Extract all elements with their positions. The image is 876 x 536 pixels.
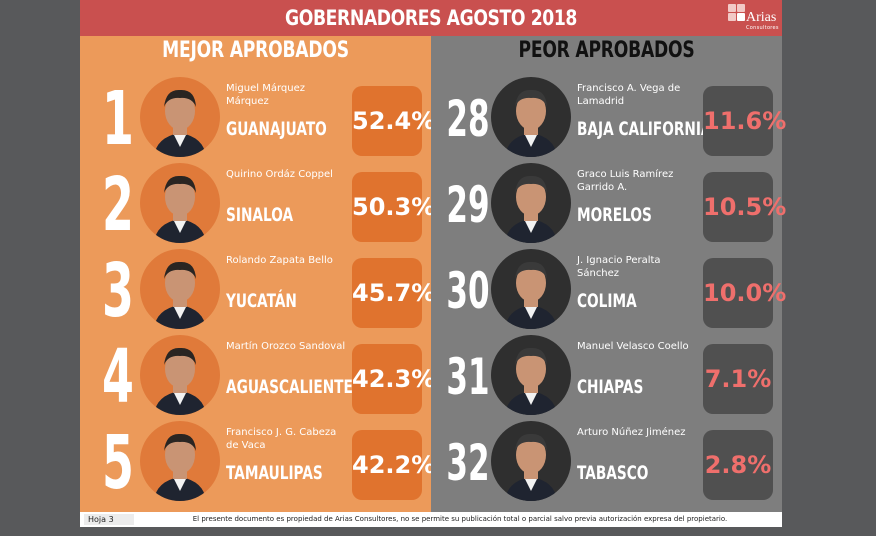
logo-subtext: Consultores <box>746 25 779 31</box>
governor-row: 30 J. Ignacio Peralta Sánchez COLIMA 10.0% <box>431 248 787 334</box>
worst-approved-panel: PEOR APROBADOS 28 Francisco A. Vega de La… <box>431 36 787 512</box>
rank-number: 32 <box>446 434 490 492</box>
governor-name: Miguel Márquez Márquez <box>226 83 305 107</box>
governor-photo <box>140 249 220 329</box>
rank-number: 28 <box>446 90 490 148</box>
portrait-photo <box>154 347 206 415</box>
governor-row: 1 Miguel Márquez Márquez GUANAJUATO 52.4% <box>80 76 436 162</box>
logo-text: Arias <box>746 10 777 25</box>
governor-row: 31 Manuel Velasco Coello CHIAPAS 7.1% <box>431 334 782 420</box>
governor-name: Francisco A. Vega de Lamadrid <box>577 83 681 107</box>
governor-row: 3 Rolando Zapata Bello YUCATÁN 45.7% <box>80 248 436 334</box>
governor-name: Martín Orozco Sandoval <box>226 341 346 352</box>
state-name: CHIAPAS <box>577 376 644 398</box>
governor-photo <box>140 77 220 157</box>
approval-percentage: 10.5% <box>703 193 787 221</box>
governor-photo <box>491 335 571 415</box>
governor-row: 28 Francisco A. Vega de Lamadrid BAJA CALI… <box>431 76 787 162</box>
state-name: SINALOA <box>226 204 294 226</box>
governor-row: 4 Martín Orozco Sandoval AGUASCALIENTES 42.… <box>80 334 436 420</box>
governor-name: Manuel Velasco Coello <box>577 341 689 352</box>
portrait-photo <box>154 175 206 243</box>
portrait-photo <box>505 433 557 501</box>
rank-number: 2 <box>102 162 134 248</box>
portrait-photo <box>505 347 557 415</box>
portrait-photo <box>505 175 557 243</box>
governor-row: 2 Quirino Ordáz Coppel SINALOA 50.3% <box>80 162 436 248</box>
state-name: COLIMA <box>577 290 637 312</box>
company-logo: Arias Consultores <box>728 4 779 32</box>
approval-box: 45.7% <box>352 258 436 328</box>
approval-percentage: 11.6% <box>703 107 787 135</box>
approval-percentage: 2.8% <box>704 451 772 479</box>
approval-percentage: 42.2% <box>352 451 436 479</box>
governor-row: 5 Francisco J. G. Cabeza de Vaca TAMAULIPA… <box>80 420 436 506</box>
worst-approved-title: PEOR APROBADOS <box>518 38 695 63</box>
governor-photo <box>491 249 571 329</box>
best-approved-title: MEJOR APROBADOS <box>162 38 349 63</box>
approval-box: 42.2% <box>352 430 436 500</box>
state-name: TABASCO <box>577 462 649 484</box>
rank-number: 3 <box>102 248 134 334</box>
rank-number: 30 <box>446 262 490 320</box>
portrait-photo <box>154 89 206 157</box>
best-approved-panel: MEJOR APROBADOS 1 Miguel Márquez Márquez G… <box>80 36 436 512</box>
approval-box: 10.0% <box>703 258 787 328</box>
approval-percentage: 7.1% <box>704 365 772 393</box>
governor-photo <box>491 163 571 243</box>
governor-photo <box>140 335 220 415</box>
portrait-photo <box>505 89 557 157</box>
approval-box: 7.1% <box>703 344 773 414</box>
governor-name: Arturo Núñez Jiménez <box>577 427 686 438</box>
governor-photo <box>491 77 571 157</box>
approval-box: 2.8% <box>703 430 773 500</box>
approval-percentage: 42.3% <box>352 365 436 393</box>
approval-box: 11.6% <box>703 86 787 156</box>
governor-name: Quirino Ordáz Coppel <box>226 169 333 180</box>
page-number-label: Hoja 3 <box>84 514 134 525</box>
governor-name: J. Ignacio Peralta Sánchez <box>577 255 661 279</box>
approval-box: 52.4% <box>352 86 436 156</box>
rank-number: 4 <box>102 334 134 420</box>
rank-number: 29 <box>446 176 490 234</box>
governor-name: Graco Luis Ramírez Garrido A. <box>577 169 674 193</box>
state-name: YUCATÁN <box>226 290 297 312</box>
rank-number: 31 <box>446 348 490 406</box>
governor-row: 29 Graco Luis Ramírez Garrido A. MORELOS 10… <box>431 162 787 248</box>
footer: Hoja 3 El presente documento es propieda… <box>80 512 782 527</box>
page-title: GOBERNADORES AGOSTO 2018 <box>285 6 577 30</box>
state-name: TAMAULIPAS <box>226 462 323 484</box>
rank-number: 5 <box>102 420 134 506</box>
approval-percentage: 50.3% <box>352 193 436 221</box>
slide: GOBERNADORES AGOSTO 2018 Arias Consultor… <box>80 0 787 527</box>
approval-box: 50.3% <box>352 172 436 242</box>
copyright-notice: El presente documento es propiedad de Ar… <box>192 515 728 523</box>
rank-number: 1 <box>102 76 134 162</box>
approval-box: 42.3% <box>352 344 436 414</box>
governor-photo <box>491 421 571 501</box>
portrait-photo <box>154 261 206 329</box>
governor-photo <box>140 163 220 243</box>
state-name: BAJA CALIFORNIA <box>577 118 712 140</box>
state-name: GUANAJUATO <box>226 118 327 140</box>
portrait-photo <box>505 261 557 329</box>
governor-row: 32 Arturo Núñez Jiménez TABASCO 2.8% <box>431 420 782 506</box>
portrait-photo <box>154 433 206 501</box>
approval-box: 10.5% <box>703 172 787 242</box>
governor-photo <box>140 421 220 501</box>
approval-percentage: 52.4% <box>352 107 436 135</box>
state-name: MORELOS <box>577 204 652 226</box>
header-bar: GOBERNADORES AGOSTO 2018 Arias Consultor… <box>80 0 782 36</box>
state-name: AGUASCALIENTES <box>226 376 363 398</box>
approval-percentage: 10.0% <box>703 279 787 307</box>
governor-name: Francisco J. G. Cabeza de Vaca <box>226 427 337 451</box>
governor-name: Rolando Zapata Bello <box>226 255 333 266</box>
approval-percentage: 45.7% <box>352 279 436 307</box>
